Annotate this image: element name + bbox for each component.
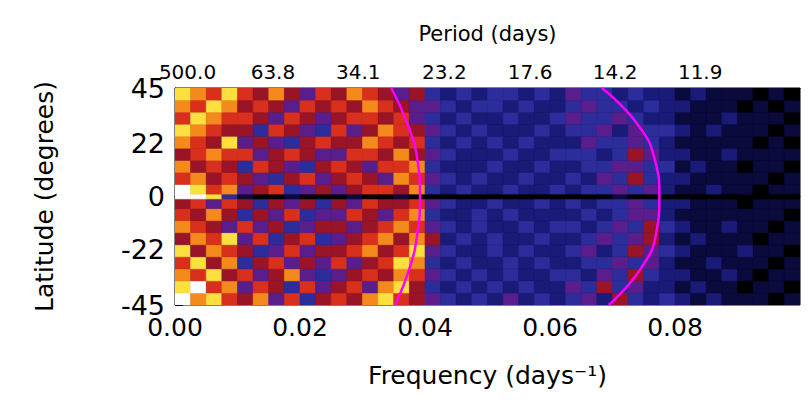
svg-text:14.2: 14.2 (593, 60, 638, 84)
svg-text:0.06: 0.06 (522, 313, 578, 342)
svg-text:Frequency (days⁻¹): Frequency (days⁻¹) (368, 361, 607, 390)
svg-text:45: 45 (130, 72, 165, 104)
svg-text:-45: -45 (120, 289, 165, 321)
svg-text:0: 0 (148, 181, 165, 212)
svg-text:17.6: 17.6 (508, 60, 553, 84)
svg-text:-22: -22 (121, 234, 165, 265)
svg-text:0.04: 0.04 (397, 313, 453, 342)
svg-text:34.1: 34.1 (336, 60, 381, 84)
svg-text:500.0: 500.0 (159, 60, 216, 84)
svg-text:0.08: 0.08 (647, 313, 703, 342)
svg-text:0.00: 0.00 (147, 313, 203, 342)
svg-text:63.8: 63.8 (251, 60, 296, 84)
svg-text:11.9: 11.9 (678, 60, 723, 84)
svg-text:22: 22 (131, 128, 165, 159)
svg-text:23.2: 23.2 (422, 60, 467, 84)
svg-text:0.02: 0.02 (272, 313, 328, 342)
svg-text:Period (days): Period (days) (418, 22, 556, 46)
svg-text:Latitude (degrees): Latitude (degrees) (30, 81, 59, 312)
